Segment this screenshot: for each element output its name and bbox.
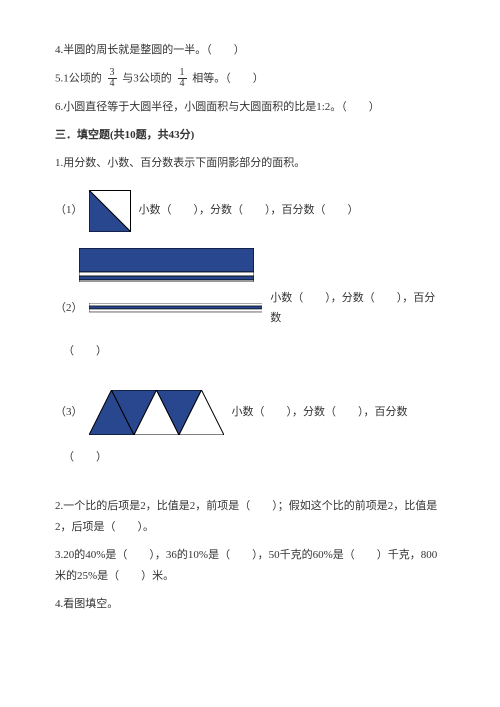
denominator: 4 xyxy=(178,79,187,90)
fraction-3-4: 3 4 xyxy=(108,68,117,90)
figure-1-text: 小数（ ），分数（ ），百分数（ ） xyxy=(139,200,359,221)
figure-2-thin-stripes xyxy=(89,303,263,313)
figure-3-tail: （ ） xyxy=(63,447,445,468)
figure-3-label: （3） xyxy=(55,402,83,423)
q5-mid: 与3公顷的 xyxy=(122,72,172,84)
figure-3-triangles xyxy=(89,390,224,435)
figure-1-row: （1） 小数（ ），分数（ ），百分数（ ） xyxy=(55,190,445,232)
figure-1-square-triangle xyxy=(89,190,131,232)
figure-3-text: 小数（ ），分数（ ），百分数 xyxy=(232,402,408,423)
q5-prefix: 5.1公顷的 xyxy=(55,72,102,84)
figure-2-label: （2） xyxy=(55,298,83,319)
question-6: 6.小圆直径等于大圆半径，小圆面积与大圆面积的比是1:2。（ ） xyxy=(55,97,445,118)
figure-3-block: （3） 小数（ ），分数（ ），百分数 （ ） xyxy=(55,390,445,468)
q5-suffix: 相等。（ ） xyxy=(192,72,264,84)
section-3-title: 三．填空题(共10题，共43分) xyxy=(55,125,445,146)
figure-2-tail: （ ） xyxy=(63,341,445,362)
figure-2-bar-stripes xyxy=(79,248,254,282)
s3-question-2: 2.一个比的后项是2，比值是2，前项是（ ）；假如这个比的前项是2，比值是2，后… xyxy=(55,496,445,538)
s3-question-4: 4.看图填空。 xyxy=(55,594,445,615)
figure-2-block: （2） 小数（ ），分数（ ），百分数 （ ） xyxy=(55,248,445,363)
s3-question-1: 1.用分数、小数、百分数表示下面阴影部分的面积。 xyxy=(55,153,445,174)
figure-2-text: 小数（ ），分数（ ），百分数 xyxy=(270,288,445,330)
question-4: 4.半圆的周长就是整圆的一半。（ ） xyxy=(55,40,445,61)
fraction-1-4: 1 4 xyxy=(178,68,187,90)
figure-1-label: （1） xyxy=(55,200,83,221)
question-5: 5.1公顷的 3 4 与3公顷的 1 4 相等。（ ） xyxy=(55,68,445,90)
s3-question-3: 3.20的40%是（ ），36的10%是（ ），50千克的60%是（ ）千克，8… xyxy=(55,545,445,587)
denominator: 4 xyxy=(108,79,117,90)
